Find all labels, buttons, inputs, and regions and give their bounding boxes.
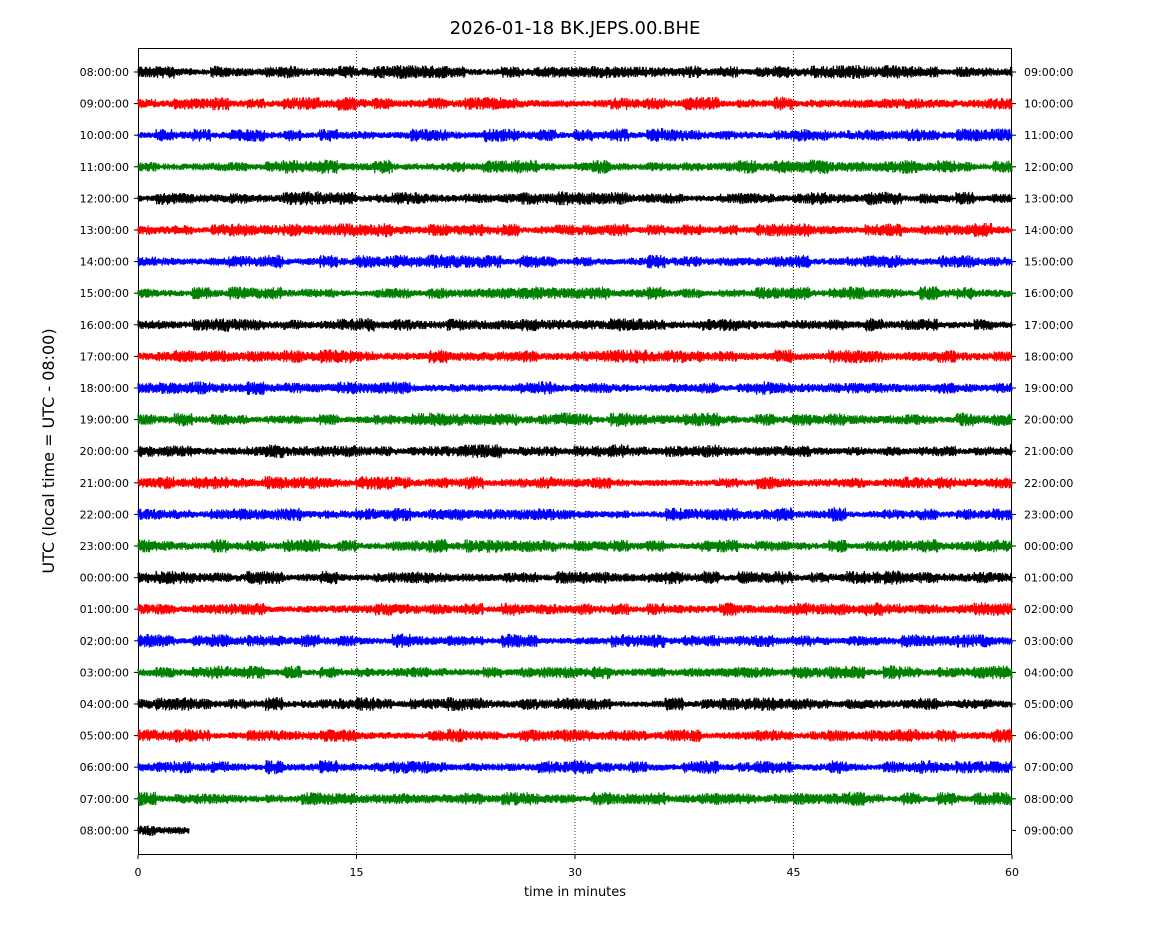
right-tick-label: 10:00:00 bbox=[1024, 98, 1073, 111]
right-tick-label: 21:00:00 bbox=[1024, 445, 1073, 458]
trace-line bbox=[137, 191, 1013, 206]
left-tick-label: 03:00:00 bbox=[80, 666, 129, 679]
trace-line bbox=[137, 96, 1013, 111]
right-tick-label: 02:00:00 bbox=[1024, 603, 1073, 616]
x-tick-label: 30 bbox=[568, 866, 582, 879]
left-tick-label: 13:00:00 bbox=[80, 224, 129, 237]
right-tick-label: 15:00:00 bbox=[1024, 256, 1073, 269]
x-tick-label: 0 bbox=[135, 866, 142, 879]
right-tick-label: 16:00:00 bbox=[1024, 287, 1073, 300]
right-tick-label: 03:00:00 bbox=[1024, 635, 1073, 648]
left-tick-label: 15:00:00 bbox=[80, 287, 129, 300]
trace-line bbox=[137, 349, 1013, 364]
right-tick-label: 17:00:00 bbox=[1024, 319, 1073, 332]
right-tick-label: 23:00:00 bbox=[1024, 508, 1073, 521]
trace-line bbox=[137, 697, 1013, 712]
left-tick-label: 08:00:00 bbox=[80, 824, 129, 837]
x-tick-label: 45 bbox=[787, 866, 801, 879]
left-tick-label: 23:00:00 bbox=[80, 540, 129, 553]
right-tick-label: 09:00:00 bbox=[1024, 824, 1073, 837]
right-tick-label: 14:00:00 bbox=[1024, 224, 1073, 237]
left-tick-label: 11:00:00 bbox=[80, 161, 129, 174]
right-tick-label: 18:00:00 bbox=[1024, 350, 1073, 363]
trace-line bbox=[137, 538, 1013, 553]
trace-line bbox=[137, 507, 1013, 522]
trace-line bbox=[137, 128, 1013, 143]
right-tick-label: 07:00:00 bbox=[1024, 761, 1073, 774]
trace-line bbox=[137, 286, 1013, 301]
left-tick-label: 12:00:00 bbox=[80, 192, 129, 205]
left-tick-label: 02:00:00 bbox=[80, 635, 129, 648]
right-tick-label: 12:00:00 bbox=[1024, 161, 1073, 174]
left-tick-label: 18:00:00 bbox=[80, 382, 129, 395]
y-axis-ticks: 08:00:00 09:00:00 09:00:00 10:00:00 10:00:00… bbox=[80, 66, 1074, 837]
trace-line bbox=[137, 444, 1013, 459]
x-tick-label: 15 bbox=[350, 866, 364, 879]
grid-lines bbox=[356, 48, 794, 855]
right-tick-label: 08:00:00 bbox=[1024, 793, 1073, 806]
left-tick-label: 00:00:00 bbox=[80, 572, 129, 585]
left-tick-label: 09:00:00 bbox=[80, 98, 129, 111]
trace-line bbox=[137, 254, 1013, 269]
x-axis-label: time in minutes bbox=[524, 885, 626, 900]
trace-line bbox=[137, 64, 1013, 80]
trace-line bbox=[137, 475, 1013, 490]
right-tick-label: 11:00:00 bbox=[1024, 129, 1073, 142]
traces bbox=[137, 64, 1013, 836]
y-axis-label: UTC (local time = UTC - 08:00) bbox=[39, 328, 58, 573]
trace-line bbox=[137, 381, 1013, 396]
trace-line bbox=[137, 760, 1013, 775]
right-tick-label: 06:00:00 bbox=[1024, 730, 1073, 743]
left-tick-label: 01:00:00 bbox=[80, 603, 129, 616]
right-tick-label: 19:00:00 bbox=[1024, 382, 1073, 395]
trace-line bbox=[137, 791, 1013, 806]
chart-title: 2026-01-18 BK.JEPS.00.BHE bbox=[450, 18, 701, 39]
trace-line bbox=[137, 412, 1013, 427]
trace-line bbox=[137, 222, 1013, 238]
left-tick-label: 10:00:00 bbox=[80, 129, 129, 142]
right-tick-label: 05:00:00 bbox=[1024, 698, 1073, 711]
right-tick-label: 01:00:00 bbox=[1024, 572, 1073, 585]
left-tick-label: 21:00:00 bbox=[80, 477, 129, 490]
left-tick-label: 08:00:00 bbox=[80, 66, 129, 79]
trace-line bbox=[137, 602, 1013, 617]
trace-line bbox=[137, 665, 1013, 680]
right-tick-label: 13:00:00 bbox=[1024, 192, 1073, 205]
left-tick-label: 17:00:00 bbox=[80, 350, 129, 363]
left-tick-label: 19:00:00 bbox=[80, 414, 129, 427]
trace-line bbox=[137, 728, 1013, 743]
right-tick-label: 04:00:00 bbox=[1024, 666, 1073, 679]
x-tick-label: 60 bbox=[1005, 866, 1019, 879]
left-tick-label: 16:00:00 bbox=[80, 319, 129, 332]
trace-line bbox=[137, 159, 1013, 175]
trace-line bbox=[137, 633, 1013, 649]
left-tick-label: 05:00:00 bbox=[80, 730, 129, 743]
left-tick-label: 06:00:00 bbox=[80, 761, 129, 774]
right-tick-label: 22:00:00 bbox=[1024, 477, 1073, 490]
left-tick-label: 22:00:00 bbox=[80, 508, 129, 521]
right-tick-label: 00:00:00 bbox=[1024, 540, 1073, 553]
right-tick-label: 20:00:00 bbox=[1024, 414, 1073, 427]
trace-line bbox=[137, 825, 190, 836]
right-tick-label: 09:00:00 bbox=[1024, 66, 1073, 79]
left-tick-label: 04:00:00 bbox=[80, 698, 129, 711]
left-tick-label: 14:00:00 bbox=[80, 256, 129, 269]
trace-line bbox=[137, 317, 1013, 332]
left-tick-label: 20:00:00 bbox=[80, 445, 129, 458]
x-axis-ticks: 0 15 30 45 60 bbox=[135, 855, 1019, 879]
trace-line bbox=[137, 570, 1013, 585]
left-tick-label: 07:00:00 bbox=[80, 793, 129, 806]
